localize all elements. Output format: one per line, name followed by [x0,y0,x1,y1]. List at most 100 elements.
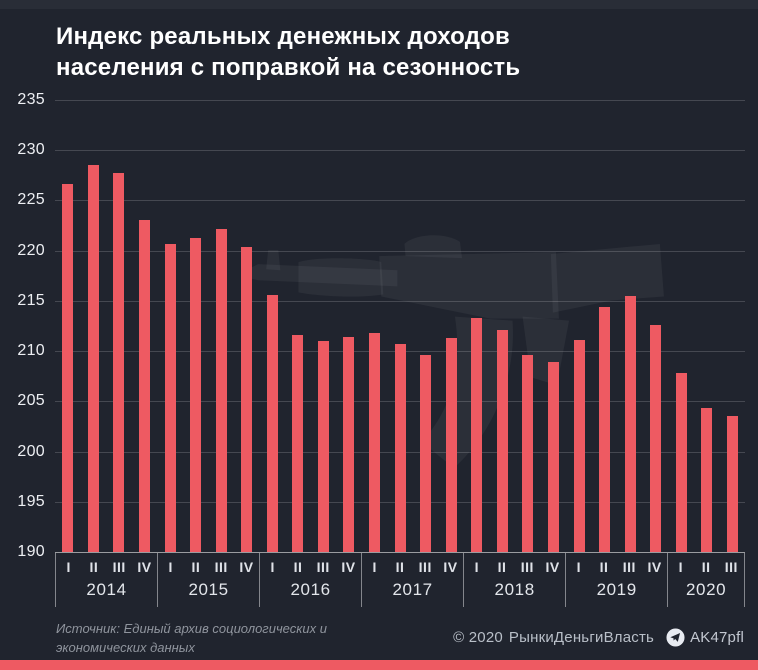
plot-area: 235 230 225 220 215 210 205 200 195 190 [17,91,745,560]
bar-2015-IV [241,246,253,552]
bar-slot-2020-II [694,100,720,552]
bar-slot-2015-I [157,100,183,552]
bar-slot-2019-III [617,100,643,552]
year-label-2018: 2018 [494,580,535,599]
year-group-2015: I II III IV 2015 [158,553,261,607]
ak47-watermark [250,235,664,469]
bar-2015-III [215,228,227,552]
bar-2018-IV [547,362,559,552]
bar-slot-2016-III [311,100,337,552]
bottom-accent-strip [0,660,758,670]
quarter-label-2019-I: I [576,558,581,575]
bar-slot-2018-I [464,100,490,552]
quarter-label-2016-III: III [316,558,330,575]
ak47-handguard [298,258,384,297]
channel-handle: AK47pfl [690,629,744,646]
bar-slot-2020-I [669,100,695,552]
quarter-label-2020-III: III [724,558,738,575]
year-group-2020: I II III 2020 [668,553,745,607]
ak47-magazine [421,316,513,469]
bar-2017-III [420,355,432,552]
gridline-230 [55,150,745,152]
bar-2019-II [599,306,611,552]
bar-2018-III [522,355,534,552]
bar-2016-I [266,294,278,552]
quarter-label-2017-I: I [372,558,377,575]
year-group-2014: I II III IV 2014 [55,553,159,607]
ak47-front-sight [266,250,281,271]
quarter-label-2014-IV: IV [137,558,152,575]
quarter-label-2019-III: III [622,558,636,575]
ak47-stock [550,243,664,313]
bar-2020-III [726,416,738,552]
bar-2019-I [573,340,585,552]
x-axis: I II III IV 2014 I II III IV 2015 I II III IV 2016 I II I… [55,552,745,607]
quarter-label-2016-II: II [293,558,303,575]
quarter-label-2015-II: II [191,558,201,575]
y-tick-215: 215 [17,291,45,309]
credits: © 2020 РынкиДеньгиВласть AK47pfl [453,628,744,647]
bar-slot-2016-I [260,100,286,552]
quarter-label-2020-II: II [701,558,711,575]
bar-2017-II [394,344,406,552]
telegram-icon [666,628,685,647]
source-note-line1: Источник: Единый архив социологических и [56,621,327,636]
year-label-2016: 2016 [290,580,331,599]
bar-slot-2020-III [720,100,746,552]
bar-2015-I [164,243,176,552]
bar-2017-I [369,333,381,552]
bar-2015-II [190,237,202,552]
copyright-text: © 2020 [453,629,503,646]
chart-title-line1: Индекс реальных денежных доходов [56,23,510,50]
quarter-row-2020: I II III [668,553,744,580]
bar-slot-2014-IV [132,100,158,552]
quarter-label-2020-I: I [678,558,684,575]
bar-2014-III [113,173,125,552]
quarter-row-2018: I II III IV [464,553,565,580]
y-tick-195: 195 [17,492,45,510]
quarter-label-2017-II: II [395,558,405,575]
year-label-2019: 2019 [596,580,637,599]
bar-2020-II [701,408,713,552]
year-group-2017: I II III IV 2017 [362,553,465,607]
bar-2017-IV [445,338,457,552]
quarter-label-2014-II: II [89,558,99,575]
bar-slot-2019-I [566,100,592,552]
bar-slot-2014-II [81,100,107,552]
year-group-2016: I II III IV 2016 [260,553,363,607]
bar-slot-2017-III [413,100,439,552]
bars-container [55,100,745,552]
quarter-row-2019: I II III IV [566,553,667,580]
source-note-line2: экономических данных [56,640,195,655]
y-tick-235: 235 [17,91,45,108]
y-tick-205: 205 [17,392,45,410]
ak47-rear-sight [404,235,463,259]
y-tick-225: 225 [17,191,45,209]
year-label-2014: 2014 [86,580,127,599]
footer: Источник: Единый архив социологических и… [56,619,744,657]
bar-slot-2015-II [183,100,209,552]
bar-2018-I [471,318,483,552]
y-tick-200: 200 [17,442,45,460]
bar-slot-2016-II [285,100,311,552]
bar-2019-IV [650,325,662,552]
year-label-2020: 2020 [685,580,727,599]
year-group-2018: I II III IV 2018 [464,553,567,607]
bar-slot-2018-II [490,100,516,552]
year-label-2017: 2017 [392,580,433,599]
quarter-label-2018-I: I [474,558,479,575]
quarter-label-2014-III: III [112,558,126,575]
bar-slot-2014-III [106,100,132,552]
bar-2014-I [62,184,74,552]
y-tick-210: 210 [17,342,45,360]
brand-name: РынкиДеньгиВласть [508,629,655,646]
bar-2014-IV [138,219,150,552]
bar-slot-2017-II [387,100,413,552]
quarter-label-2015-IV: IV [239,558,254,575]
bar-slot-2019-IV [643,100,669,552]
bar-slot-2017-IV [438,100,464,552]
quarter-label-2019-II: II [599,558,609,575]
y-tick-220: 220 [17,241,45,259]
chart-title: Индекс реальных денежных доходов населен… [56,21,616,83]
